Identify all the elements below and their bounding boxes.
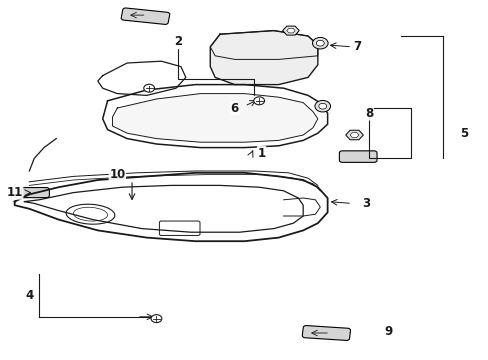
FancyBboxPatch shape <box>339 151 376 162</box>
Polygon shape <box>345 130 363 140</box>
Polygon shape <box>349 132 358 138</box>
Polygon shape <box>282 26 299 35</box>
Circle shape <box>143 84 154 92</box>
Polygon shape <box>286 28 294 33</box>
FancyBboxPatch shape <box>302 325 350 341</box>
Text: 10: 10 <box>109 168 125 181</box>
Text: 4: 4 <box>25 289 33 302</box>
Circle shape <box>316 40 324 46</box>
Circle shape <box>151 315 162 323</box>
Text: 5: 5 <box>460 127 468 140</box>
Text: 7: 7 <box>352 40 360 53</box>
Circle shape <box>314 100 330 112</box>
Circle shape <box>253 97 264 105</box>
Text: 8: 8 <box>365 107 372 120</box>
Text: 11: 11 <box>6 186 23 199</box>
Text: 3: 3 <box>362 197 370 210</box>
Text: 2: 2 <box>174 35 182 48</box>
Circle shape <box>312 37 327 49</box>
FancyBboxPatch shape <box>121 8 169 24</box>
Circle shape <box>318 103 326 109</box>
Polygon shape <box>112 94 317 142</box>
Text: 9: 9 <box>384 325 392 338</box>
Text: 1: 1 <box>257 147 265 159</box>
Text: 6: 6 <box>230 102 238 114</box>
Polygon shape <box>210 31 317 85</box>
FancyBboxPatch shape <box>21 188 49 198</box>
